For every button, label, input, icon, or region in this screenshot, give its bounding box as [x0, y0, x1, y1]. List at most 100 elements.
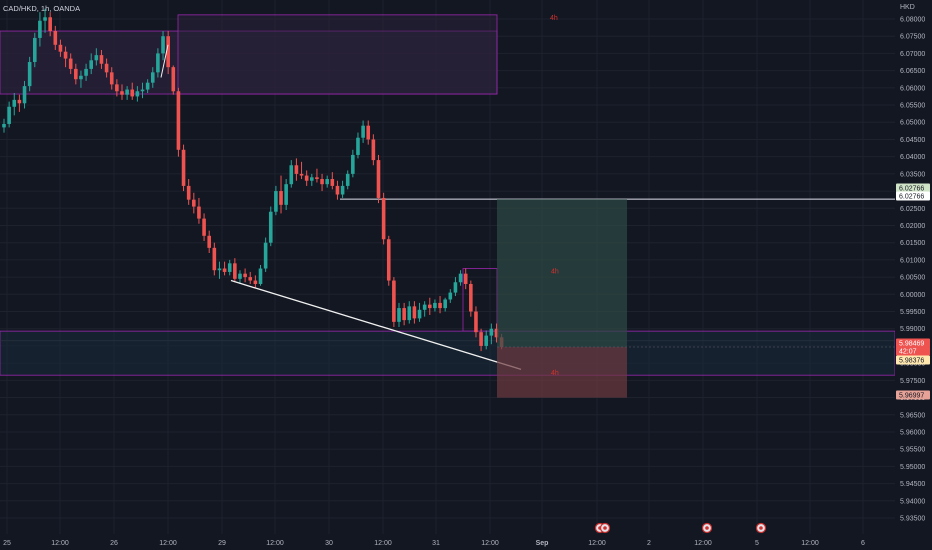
- supply-zone-4h-upper: [177, 14, 498, 95]
- candle-body: [68, 58, 73, 69]
- price-tick-label: 5.99000: [900, 326, 925, 333]
- candle-body: [330, 179, 335, 186]
- price-tick-label: 5.95000: [900, 464, 925, 471]
- candle-body: [171, 67, 176, 92]
- candle-body: [463, 273, 468, 284]
- time-tick-label: 12:00: [694, 540, 712, 547]
- time-tick-label: Sep: [536, 540, 549, 547]
- price-tick-label: 6.00000: [900, 292, 925, 299]
- candle-body: [202, 218, 206, 236]
- time-tick-label: 12:00: [266, 540, 284, 547]
- candle-body: [397, 308, 401, 322]
- candle-body: [156, 53, 160, 73]
- price-axis[interactable]: 6.08000 6.07500 6.07000 6.06500 6.06000 6.055…: [895, 0, 932, 550]
- candle-body: [274, 191, 278, 212]
- candle-body: [422, 304, 427, 310]
- candle-body: [94, 55, 99, 61]
- price-axis-bg: [895, 0, 932, 550]
- supply-demand-zones: 4h: [0, 14, 896, 376]
- candle-body: [79, 75, 83, 80]
- time-tick-label: 29: [218, 540, 226, 547]
- candle-body: [7, 106, 11, 124]
- candle-body: [392, 280, 396, 322]
- candle-body: [186, 185, 191, 200]
- candle-body: [458, 273, 463, 283]
- price-tag: 6.02766: [899, 186, 924, 193]
- small-zone: [462, 268, 498, 332]
- price-tag: 5.98376: [899, 358, 924, 365]
- time-axis[interactable]: 25 12:00 26 12:00 29 12:00 30 12:00 31 12:00 Sep 12…: [3, 540, 865, 547]
- candle-body: [140, 89, 145, 92]
- price-tick-label: 5.99500: [900, 309, 925, 316]
- price-tick-label: 5.95500: [900, 447, 925, 454]
- candle-body: [248, 277, 253, 281]
- target-area: [497, 199, 627, 347]
- price-tick-label: 6.04000: [900, 154, 925, 161]
- candle-body: [27, 62, 32, 87]
- candle-body: [38, 20, 42, 38]
- candle-body: [351, 154, 355, 174]
- candle-body: [74, 68, 78, 80]
- candle-body: [325, 179, 329, 185]
- time-tick-label: 12:00: [481, 540, 499, 547]
- candle-body: [489, 328, 494, 336]
- event-icon-dot: [705, 526, 709, 530]
- demand-zone-4h: [0, 330, 896, 376]
- candle-body: [371, 139, 376, 161]
- candle-body: [192, 199, 196, 207]
- candle-body: [315, 177, 319, 180]
- price-tick-label: 6.02500: [900, 206, 925, 213]
- candle-body: [479, 332, 483, 346]
- price-tick-label: 5.94000: [900, 498, 925, 505]
- candle-body: [407, 306, 412, 321]
- time-tick-label: 31: [432, 540, 440, 547]
- event-markers[interactable]: [594, 522, 767, 534]
- price-tag: 42:07: [899, 349, 917, 356]
- candle-body: [207, 235, 211, 248]
- price-tick-label: 5.93500: [900, 516, 925, 523]
- candle-body: [335, 185, 340, 195]
- candle-body: [197, 206, 201, 219]
- price-tick-label: 6.08000: [900, 17, 925, 24]
- candle-body: [135, 91, 140, 97]
- candle-body: [402, 308, 406, 321]
- candle-body: [53, 31, 58, 45]
- price-tag: 5.98469: [899, 341, 924, 348]
- candle-body: [104, 63, 109, 73]
- candle-body: [366, 125, 371, 140]
- currency-label: HKD: [900, 4, 915, 11]
- candle-body: [284, 184, 288, 205]
- candle-body: [161, 36, 165, 54]
- candle-body: [294, 165, 299, 174]
- price-tag-bg: [896, 390, 930, 400]
- candle-body: [84, 68, 88, 76]
- price-tick-label: 5.94500: [900, 481, 925, 488]
- candle-body: [227, 263, 232, 272]
- time-tick-label: 30: [325, 540, 333, 547]
- time-tick-label: 12:00: [588, 540, 606, 547]
- candle-body: [212, 247, 217, 271]
- candle-body: [443, 299, 447, 309]
- zone-label: 4h: [550, 15, 558, 22]
- time-tick-label: 5: [755, 540, 759, 547]
- price-tick-label: 6.03500: [900, 171, 925, 178]
- trendline[interactable]: [160, 44, 522, 370]
- price-tick-label: 5.96000: [900, 429, 925, 436]
- time-tick-label: 25: [3, 540, 11, 547]
- price-tag: 5.96997: [899, 393, 924, 400]
- candle-body: [253, 280, 258, 284]
- candle-body: [120, 91, 124, 95]
- candle-body: [258, 268, 263, 284]
- time-tick-label: 12:00: [51, 540, 69, 547]
- price-tick-label: 6.07500: [900, 34, 925, 41]
- long-position-tool[interactable]: 4h 4h: [497, 199, 895, 398]
- candle-body: [340, 185, 345, 195]
- chart-title: CAD/HKD, 1h, OANDA: [3, 4, 80, 13]
- price-tick-label: 5.96500: [900, 412, 925, 419]
- candle-body: [12, 99, 17, 107]
- candle-body: [222, 268, 227, 272]
- candle-body: [238, 273, 242, 279]
- candle-body: [32, 37, 37, 63]
- candlestick-series: [2, 8, 504, 352]
